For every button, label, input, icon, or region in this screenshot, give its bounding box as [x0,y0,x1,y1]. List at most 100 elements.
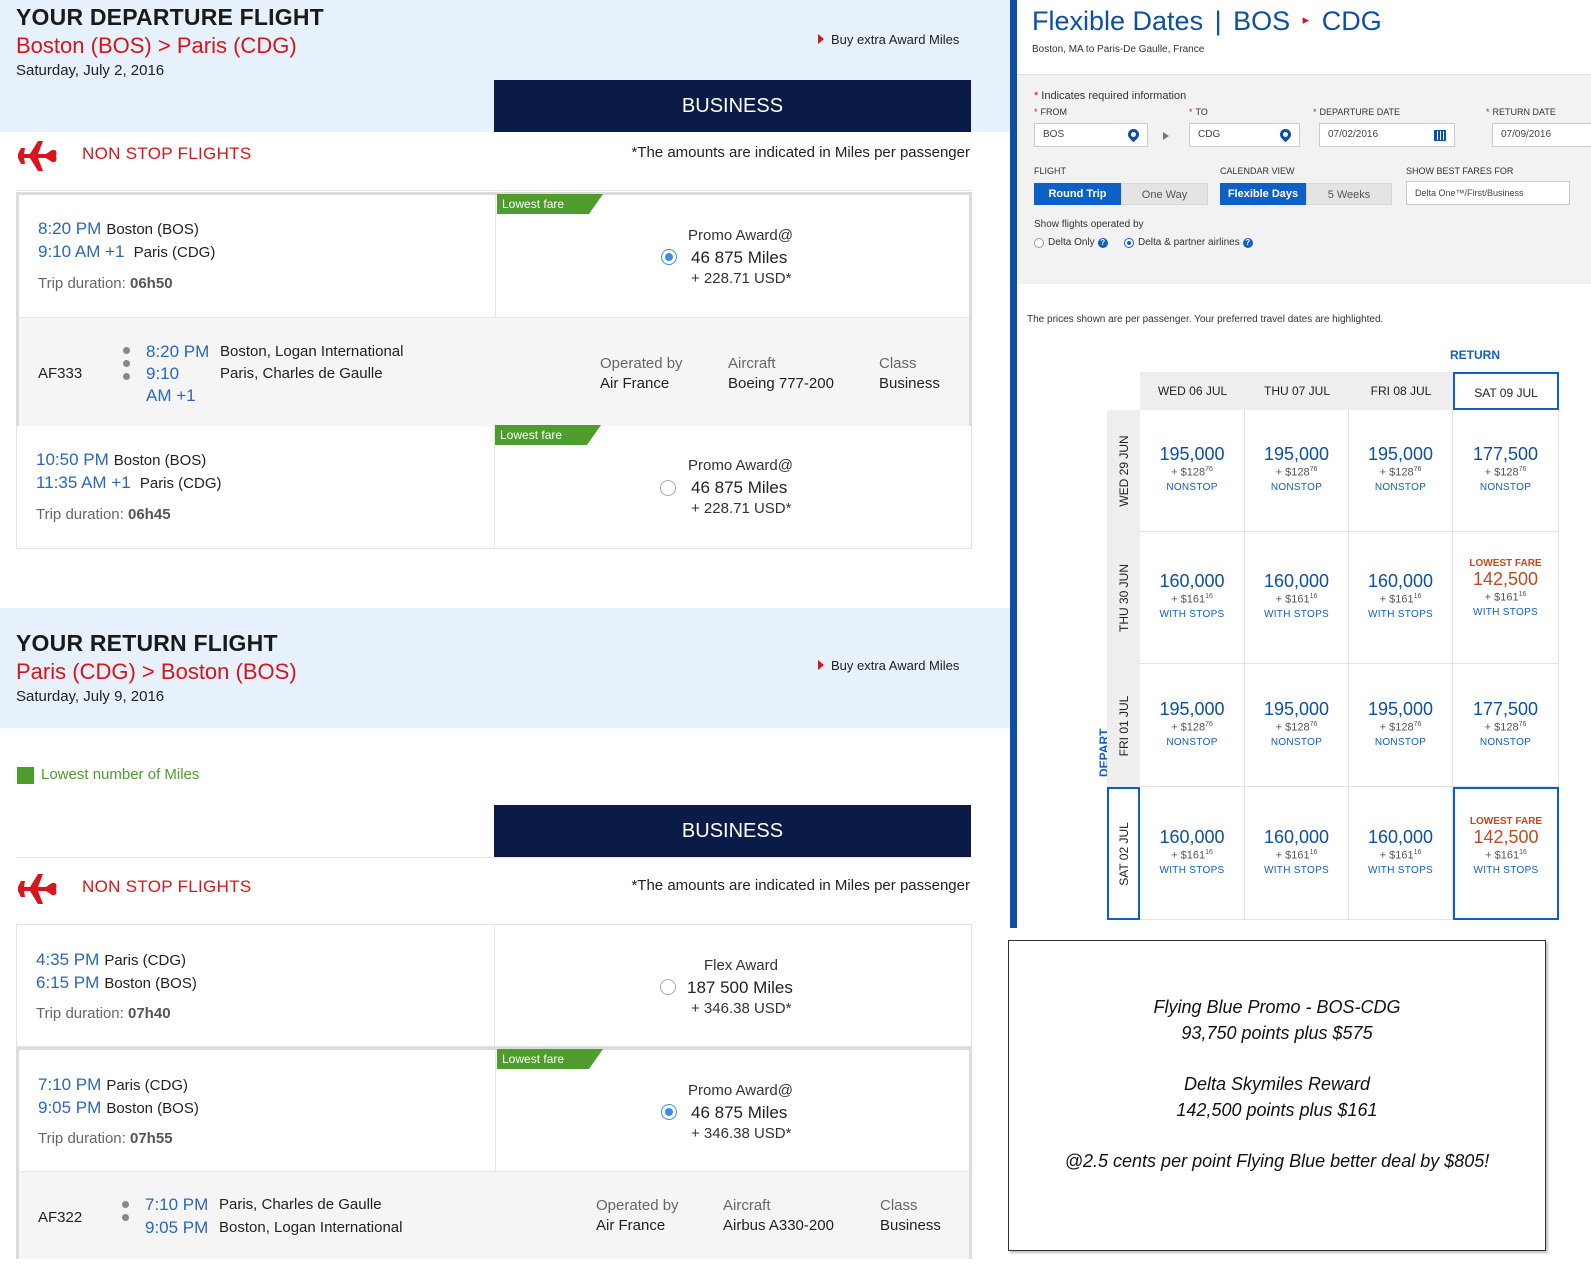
return-date-column-header[interactable]: WED 06 JUL [1140,372,1245,410]
best-fares-label: SHOW BEST FARES FOR [1406,166,1514,176]
note-line-4: 142,500 points plus $161 [1176,1100,1378,1120]
departure-time: 10:50 PM Boston (BOS) [36,450,207,469]
fare-cell[interactable]: 160,000 + $16116 WITH STOPS [1349,787,1453,920]
flight-option-card[interactable]: Lowest fare 10:50 PM Boston (BOS) 11:35 A… [16,425,972,549]
fare-miles: 160,000 [1263,826,1330,847]
note-line-3: Delta Skymiles Reward [1183,1074,1371,1094]
from-input[interactable]: BOS [1034,123,1148,147]
amounts-note: *The amounts are indicated in Miles per … [631,877,970,894]
delta-partner-radio[interactable] [1124,238,1134,248]
airfrance-results-panel: YOUR DEPARTURE FLIGHT Boston (BOS) > Par… [0,0,1010,1259]
stops-label: WITH STOPS [1367,609,1434,620]
fare-usd: + 228.71 USD* [691,270,792,287]
flexible-days-toggle[interactable]: Flexible Days [1220,183,1306,205]
trip-duration: Trip duration: 07h40 [36,1005,171,1022]
flight-option-card[interactable]: 4:35 PM Paris (CDG) 6:15 PM Boston (BOS) T… [16,925,972,1047]
return-date-label: * RETURN DATE [1486,107,1556,117]
buy-award-miles-link[interactable]: Buy extra Award Miles [818,658,959,673]
trip-duration: Trip duration: 06h45 [36,506,171,523]
help-icon: ? [1242,238,1253,248]
fare-usd: + $16116 [1379,593,1422,606]
fare-miles: 195,000 [1367,698,1434,719]
delta-only-radio[interactable] [1034,238,1044,248]
return-date-input[interactable]: 07/09/2016 [1492,123,1591,147]
flight-option-card[interactable]: Lowest fare 8:20 PM Boston (BOS) 9:10 AM … [16,192,972,426]
arrow-right-icon [818,34,824,44]
fare-cell[interactable]: 160,000 + $16116 WITH STOPS [1140,532,1245,664]
prices-note: The prices shown are per passenger. Your… [1027,314,1384,325]
detail-dep-airport: Boston, Logan International [220,343,404,360]
fare-miles: 177,500 [1472,444,1539,464]
delta-only-label: Delta Only? [1048,237,1108,248]
fare-cell[interactable]: 195,000 + $12876 NONSTOP [1349,410,1453,532]
best-fares-select[interactable]: Delta One™/First/Business [1406,181,1570,205]
fare-cell[interactable]: 195,000 + $12876 NONSTOP [1140,664,1245,787]
fare-usd: + 346.38 USD* [691,1000,792,1017]
airplane-icon [18,141,57,171]
fare-radio[interactable] [660,480,676,496]
aircraft-label: Aircraft [723,1197,771,1214]
fare-usd: + $12876 [1171,466,1213,479]
fare-cell[interactable]: LOWEST FARE 142,500 + $16116 WITH STOPS [1453,787,1559,920]
fare-cell[interactable]: 177,500 + $12876 NONSTOP [1453,664,1559,787]
aircraft-value: Airbus A330-200 [723,1217,834,1234]
fare-radio[interactable] [660,979,676,995]
fare-usd: + $16116 [1171,593,1213,606]
airplane-icon [18,874,57,904]
fare-cell[interactable]: LOWEST FARE 142,500 + $16116 WITH STOPS [1453,532,1559,664]
row-header-label: SAT 02 JUL [1116,821,1131,886]
fare-cell[interactable]: 195,000 + $12876 NONSTOP [1349,664,1453,787]
departure-date-input[interactable]: 07/02/2016 [1319,123,1455,147]
fare-cell[interactable]: 160,000 + $16116 WITH STOPS [1349,532,1453,664]
class-value: Business [880,1217,941,1234]
return-date-column-header[interactable]: SAT 09 JUL [1453,372,1559,410]
return-date-column-header[interactable]: THU 07 JUL [1245,372,1349,410]
fare-miles: 160,000 [1263,571,1330,591]
flight-option-card[interactable]: Lowest fare 7:10 PM Paris (CDG) 9:05 PM Bo… [16,1047,972,1259]
fare-usd: + $16116 [1275,593,1318,606]
location-pin-icon [1277,126,1294,143]
fare-cell[interactable]: 177,500 + $12876 NONSTOP [1453,410,1559,532]
stops-label: NONSTOP [1270,736,1323,748]
buy-award-miles-link[interactable]: Buy extra Award Miles [818,32,959,47]
fare-usd: + $12876 [1275,466,1318,479]
fare-cell[interactable]: 160,000 + $16116 WITH STOPS [1245,532,1349,664]
fare-cell[interactable]: 160,000 + $16116 WITH STOPS [1140,787,1245,920]
stops-label: WITH STOPS [1263,864,1330,876]
flight-number: AF322 [38,1209,83,1226]
fare-cell[interactable]: 195,000 + $12876 NONSTOP [1245,410,1349,532]
help-icon: ? [1097,238,1108,248]
fare-miles: 195,000 [1367,444,1434,464]
fare-cell[interactable]: 195,000 + $12876 NONSTOP [1140,410,1245,532]
depart-date-row-header[interactable]: FRI 01 JUL [1107,664,1140,787]
to-input[interactable]: CDG [1189,123,1300,147]
return-date-column-header[interactable]: FRI 08 JUL [1349,372,1453,410]
note-line-1: Flying Blue Promo - BOS-CDG [1153,997,1401,1017]
fare-miles: 195,000 [1263,698,1330,719]
fare-usd: + $12876 [1484,466,1527,479]
stops-label: NONSTOP [1166,482,1218,493]
stops-label: NONSTOP [1270,482,1323,493]
class-value: Business [879,375,940,392]
fare-radio-selected[interactable] [661,249,677,265]
detail-dep-time: 8:20 PM [146,342,210,361]
fare-radio-selected[interactable] [661,1104,677,1120]
depart-date-row-header[interactable]: WED 29 JUN [1107,410,1140,532]
fare-usd: + $12876 [1171,720,1213,734]
stops-label: WITH STOPS [1472,607,1539,618]
panel-border [1010,0,1017,928]
five-weeks-toggle[interactable]: 5 Weeks [1306,183,1392,205]
operated-by-label: Operated by [596,1197,679,1214]
one-way-toggle[interactable]: One Way [1121,183,1208,205]
flight-details: AF333 8:20 PM 9:10 AM +1 Boston, Logan I… [19,317,969,426]
fare-usd: + $12876 [1379,720,1422,734]
depart-date-row-header[interactable]: THU 30 JUN [1107,532,1140,664]
depart-date-row-header[interactable]: SAT 02 JUL [1107,787,1140,920]
return-date: Saturday, July 9, 2016 [16,688,165,705]
fare-cell[interactable]: 160,000 + $16116 WITH STOPS [1245,787,1349,920]
divider [495,1050,496,1171]
round-trip-toggle[interactable]: Round Trip [1034,183,1121,205]
business-cabin-header: BUSINESS [494,80,971,132]
fare-cell[interactable]: 195,000 + $12876 NONSTOP [1245,664,1349,787]
divider [16,924,972,925]
